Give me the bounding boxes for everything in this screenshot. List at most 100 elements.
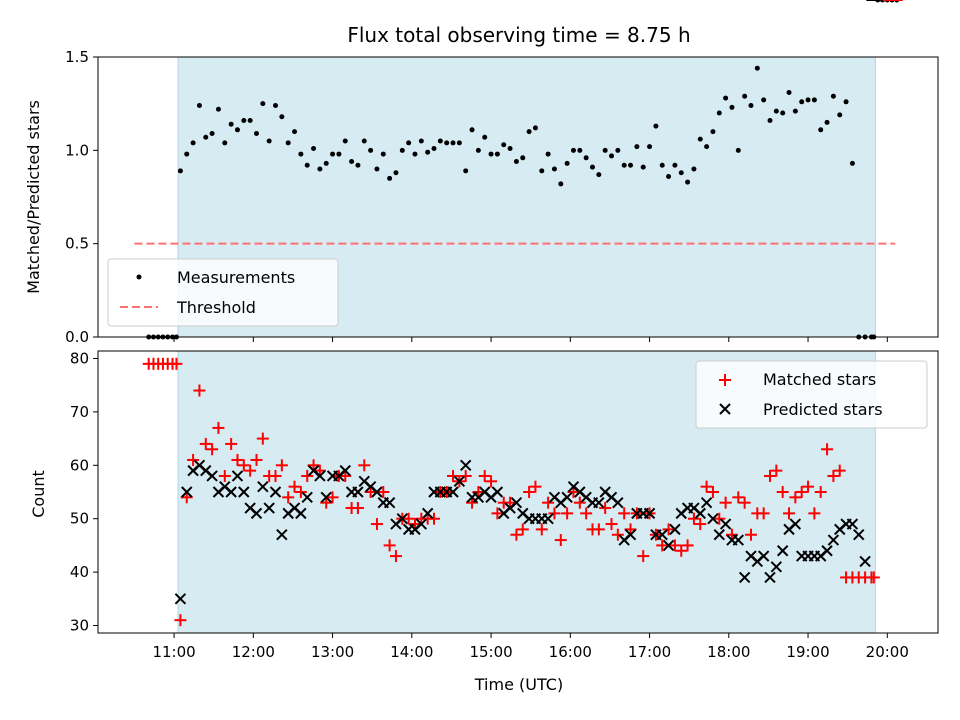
measurement-point: [602, 147, 608, 153]
predicted-star-point: [821, 545, 833, 557]
measurement-point: [412, 151, 418, 157]
measurement-point: [710, 129, 716, 135]
measurement-point: [799, 99, 805, 105]
predicted-star-point: [612, 496, 624, 509]
matched-star-point: [542, 496, 555, 509]
matched-star-point: [535, 523, 548, 536]
legend-measurements-marker: [136, 274, 142, 280]
measurement-point: [323, 160, 329, 166]
matched-star-point: [802, 480, 815, 493]
predicted-star-stroke: [206, 470, 218, 482]
predicted-star-stroke: [193, 459, 206, 472]
predicted-star-point: [770, 561, 783, 573]
bottom-xtick-label: 15:00: [469, 643, 512, 661]
matched-star-point: [389, 550, 402, 563]
predicted-star-point: [339, 464, 351, 477]
predicted-star-stroke: [238, 486, 250, 498]
predicted-star-stroke: [624, 529, 637, 541]
measurement-point: [570, 147, 576, 153]
matched-star-point: [656, 539, 669, 552]
predicted-star-point: [827, 534, 840, 546]
matched-star-point: [713, 512, 726, 525]
legend-measurements-label: Measurements: [177, 268, 295, 287]
predicted-star-point: [231, 470, 244, 482]
predicted-star-stroke: [320, 491, 332, 504]
bottom-ytick-label: 80: [70, 349, 89, 367]
bottom-panel: 30 40 50 60 70 80 11:00 12:00 13:00 14:00 15:00 16…: [70, 0, 939, 661]
matched-star-point: [662, 523, 675, 536]
predicted-star-stroke: [174, 593, 187, 605]
predicted-star-point: [314, 470, 326, 482]
measurement-point: [780, 110, 786, 116]
measurement-point: [697, 136, 703, 142]
matched-star-point: [491, 507, 504, 520]
predicted-star-point: [206, 470, 218, 482]
matched-star-point: [174, 614, 187, 627]
predicted-star-stroke: [276, 529, 288, 541]
matched-star-point: [206, 443, 219, 456]
legend-threshold-label: Threshold: [176, 298, 256, 317]
measurement-point: [355, 162, 361, 168]
matched-star-point: [668, 539, 681, 552]
matched-star-point: [459, 469, 472, 482]
measurement-point: [634, 144, 640, 150]
predicted-star-point: [846, 518, 859, 530]
measurement-point: [520, 155, 526, 161]
measurement-point: [361, 138, 367, 144]
predicted-star-stroke: [231, 470, 244, 482]
matched-star-point: [561, 507, 574, 520]
measurement-point: [374, 166, 380, 172]
matched-star-point: [358, 459, 371, 472]
measurement-point: [406, 140, 412, 146]
bottom-xtick-label: 16:00: [549, 643, 592, 661]
predicted-star-stroke: [517, 507, 529, 520]
measurement-point: [551, 166, 557, 172]
measurement-point: [615, 147, 621, 153]
matched-star-point: [377, 486, 390, 498]
measurement-point: [304, 162, 310, 168]
bottom-xtick-label: 14:00: [390, 643, 433, 661]
predicted-star-stroke: [383, 496, 396, 509]
measurement-point: [273, 103, 279, 109]
measurement-point: [349, 159, 355, 165]
chart-title: Flux total observing time = 8.75 h: [347, 23, 690, 47]
predicted-star-point: [561, 491, 573, 504]
matched-star-point: [675, 544, 688, 557]
top-legend: Measurements Threshold: [107, 258, 339, 327]
bottom-xtick-label: 18:00: [707, 643, 750, 661]
measurement-point: [628, 162, 634, 168]
matched-star-point: [326, 491, 339, 504]
predicted-star-stroke: [662, 539, 675, 552]
matched-star-point: [193, 384, 206, 397]
predicted-star-stroke: [542, 512, 554, 525]
bottom-panel-frame: [97, 350, 939, 634]
predicted-star-point: [257, 480, 269, 493]
measurement-point: [425, 149, 431, 155]
matched-star-point: [592, 523, 605, 536]
predicted-star-stroke: [567, 480, 580, 493]
predicted-star-point: [624, 529, 637, 541]
predicted-star-point: [320, 491, 332, 504]
predicted-star-stroke: [415, 518, 428, 530]
measurement-point: [311, 145, 317, 151]
x-axis-label: Time (UTC): [474, 675, 563, 694]
matched-star-point: [218, 469, 231, 482]
predicted-star-stroke: [713, 529, 725, 541]
predicted-star-point: [662, 539, 675, 552]
measurement-point: [209, 131, 215, 137]
predicted-star-point: [713, 529, 725, 541]
top-y-axis-label: Matched/Predicted stars: [24, 100, 43, 294]
predicted-star-stroke: [827, 534, 840, 546]
predicted-star-point: [415, 518, 428, 530]
predicted-star-stroke: [269, 486, 282, 498]
measurement-point: [742, 93, 748, 99]
matched-star-point: [700, 480, 713, 493]
top-ytick-label: 1.0: [65, 141, 89, 159]
matched-star-point: [833, 464, 846, 477]
measurement-point: [792, 108, 798, 114]
predicted-star-stroke: [200, 464, 212, 477]
predicted-star-point: [859, 555, 871, 568]
predicted-star-point: [700, 496, 713, 509]
measurement-point: [830, 93, 836, 99]
predicted-star-point: [459, 459, 472, 472]
